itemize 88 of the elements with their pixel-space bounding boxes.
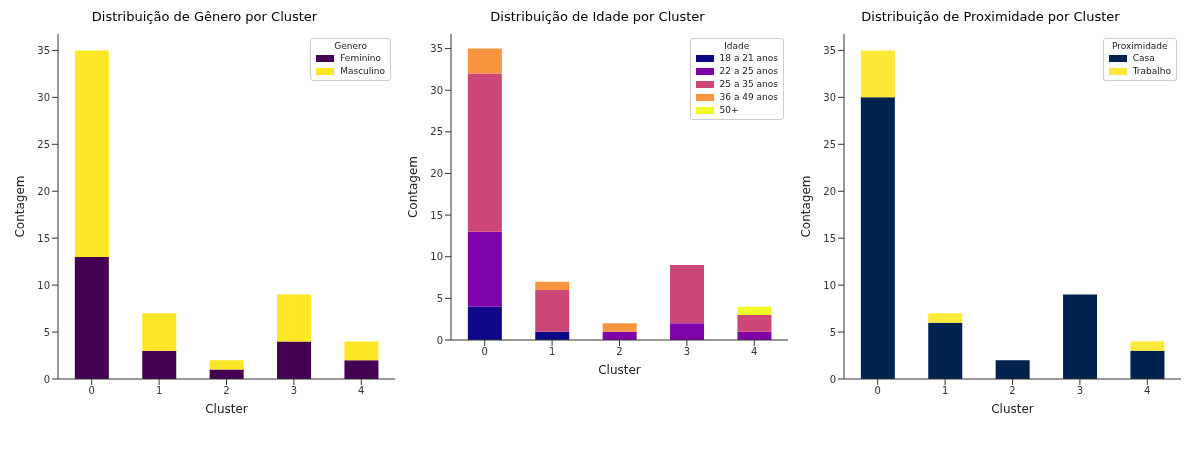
x-tick-label: 3 (290, 385, 298, 397)
y-tick-label: 10 (823, 279, 836, 291)
y-tick-label: 35 (37, 44, 50, 56)
bar (1130, 341, 1165, 351)
y-tick-label: 25 (430, 126, 443, 138)
bar (467, 73, 502, 232)
bar (737, 315, 772, 332)
y-tick-label: 30 (823, 91, 836, 103)
y-tick-label: 5 (436, 292, 443, 304)
x-tick-label: 2 (223, 385, 230, 397)
chart-title: Distribuição de Idade por Cluster (489, 8, 706, 26)
bar (1063, 294, 1098, 379)
y-tick-label: 35 (823, 44, 836, 56)
legend-title: Proximidade (1111, 41, 1169, 51)
x-tick-label: 4 (358, 385, 365, 397)
y-tick-label: 20 (430, 168, 443, 180)
y-tick-label: 15 (37, 232, 50, 244)
bar (737, 306, 772, 316)
bar (344, 341, 379, 361)
bar (277, 294, 312, 342)
x-axis-title: Cluster (598, 363, 641, 377)
x-axis-title: Cluster (205, 402, 248, 416)
bar (860, 50, 895, 98)
bar (74, 256, 109, 379)
bar (277, 341, 312, 379)
bar (142, 313, 177, 351)
legend-label: 22 a 25 anos (719, 65, 778, 78)
bar (74, 50, 109, 257)
x-tick-label: 3 (683, 346, 691, 358)
bar (602, 323, 637, 332)
y-tick-label: 0 (829, 373, 836, 385)
bar (344, 360, 379, 379)
y-tick-label: 5 (43, 326, 50, 338)
x-tick-label: 2 (1009, 385, 1016, 397)
y-tick-label: 20 (37, 185, 50, 197)
x-tick-label: 0 (88, 385, 95, 397)
y-tick-label: 15 (430, 209, 443, 221)
y-tick-label: 10 (37, 279, 50, 291)
bar (467, 48, 502, 74)
y-tick-label: 10 (430, 251, 443, 263)
y-tick-label: 15 (823, 232, 836, 244)
chart-title: Distribuição de Gênero por Cluster (90, 8, 319, 26)
bar (860, 97, 895, 379)
y-tick-label: 30 (37, 91, 50, 103)
y-tick-label: 25 (823, 138, 836, 150)
legend-label: Masculino (340, 65, 385, 78)
x-tick-label: 1 (941, 385, 949, 397)
y-axis-title: Contagem (406, 155, 421, 219)
bar (928, 313, 963, 323)
x-tick-label: 0 (874, 385, 881, 397)
x-tick-label: 4 (1144, 385, 1151, 397)
legend-label: 50+ (719, 104, 739, 117)
y-tick-label: 20 (823, 185, 836, 197)
bar (535, 290, 570, 332)
x-tick-label: 1 (155, 385, 163, 397)
legend-label: Feminino (340, 52, 382, 65)
legend-label: 18 a 21 anos (719, 52, 778, 65)
y-tick-label: 0 (436, 334, 443, 346)
bar (467, 306, 502, 340)
y-tick-label: 0 (43, 373, 50, 385)
x-tick-label: 1 (548, 346, 556, 358)
y-tick-label: 25 (37, 138, 50, 150)
y-axis-title: Contagem (13, 175, 28, 238)
y-tick-label: 5 (829, 326, 836, 338)
chart-title: Distribuição de Proximidade por Cluster (860, 8, 1121, 26)
x-tick-label: 4 (751, 346, 758, 358)
bar (467, 231, 502, 307)
bar (670, 323, 705, 340)
bar (1130, 350, 1165, 379)
bar (995, 360, 1030, 379)
legend-label: Casa (1132, 52, 1155, 65)
bar (142, 350, 177, 379)
x-axis-title: Cluster (991, 402, 1034, 416)
y-tick-label: 30 (430, 84, 443, 96)
legend-title: Idade (723, 41, 751, 51)
legend-label: Trabalho (1132, 65, 1171, 78)
x-tick-label: 0 (481, 346, 488, 358)
y-tick-label: 35 (430, 43, 443, 55)
bar (535, 281, 570, 291)
bar (928, 322, 963, 379)
legend-label: 25 a 35 anos (719, 78, 778, 91)
x-tick-label: 3 (1076, 385, 1084, 397)
bar (670, 265, 705, 324)
legend-title: Genero (333, 41, 368, 51)
x-tick-label: 2 (616, 346, 623, 358)
legend-label: 36 a 49 anos (719, 91, 778, 104)
y-axis-title: Contagem (799, 175, 814, 238)
bar (209, 360, 244, 370)
